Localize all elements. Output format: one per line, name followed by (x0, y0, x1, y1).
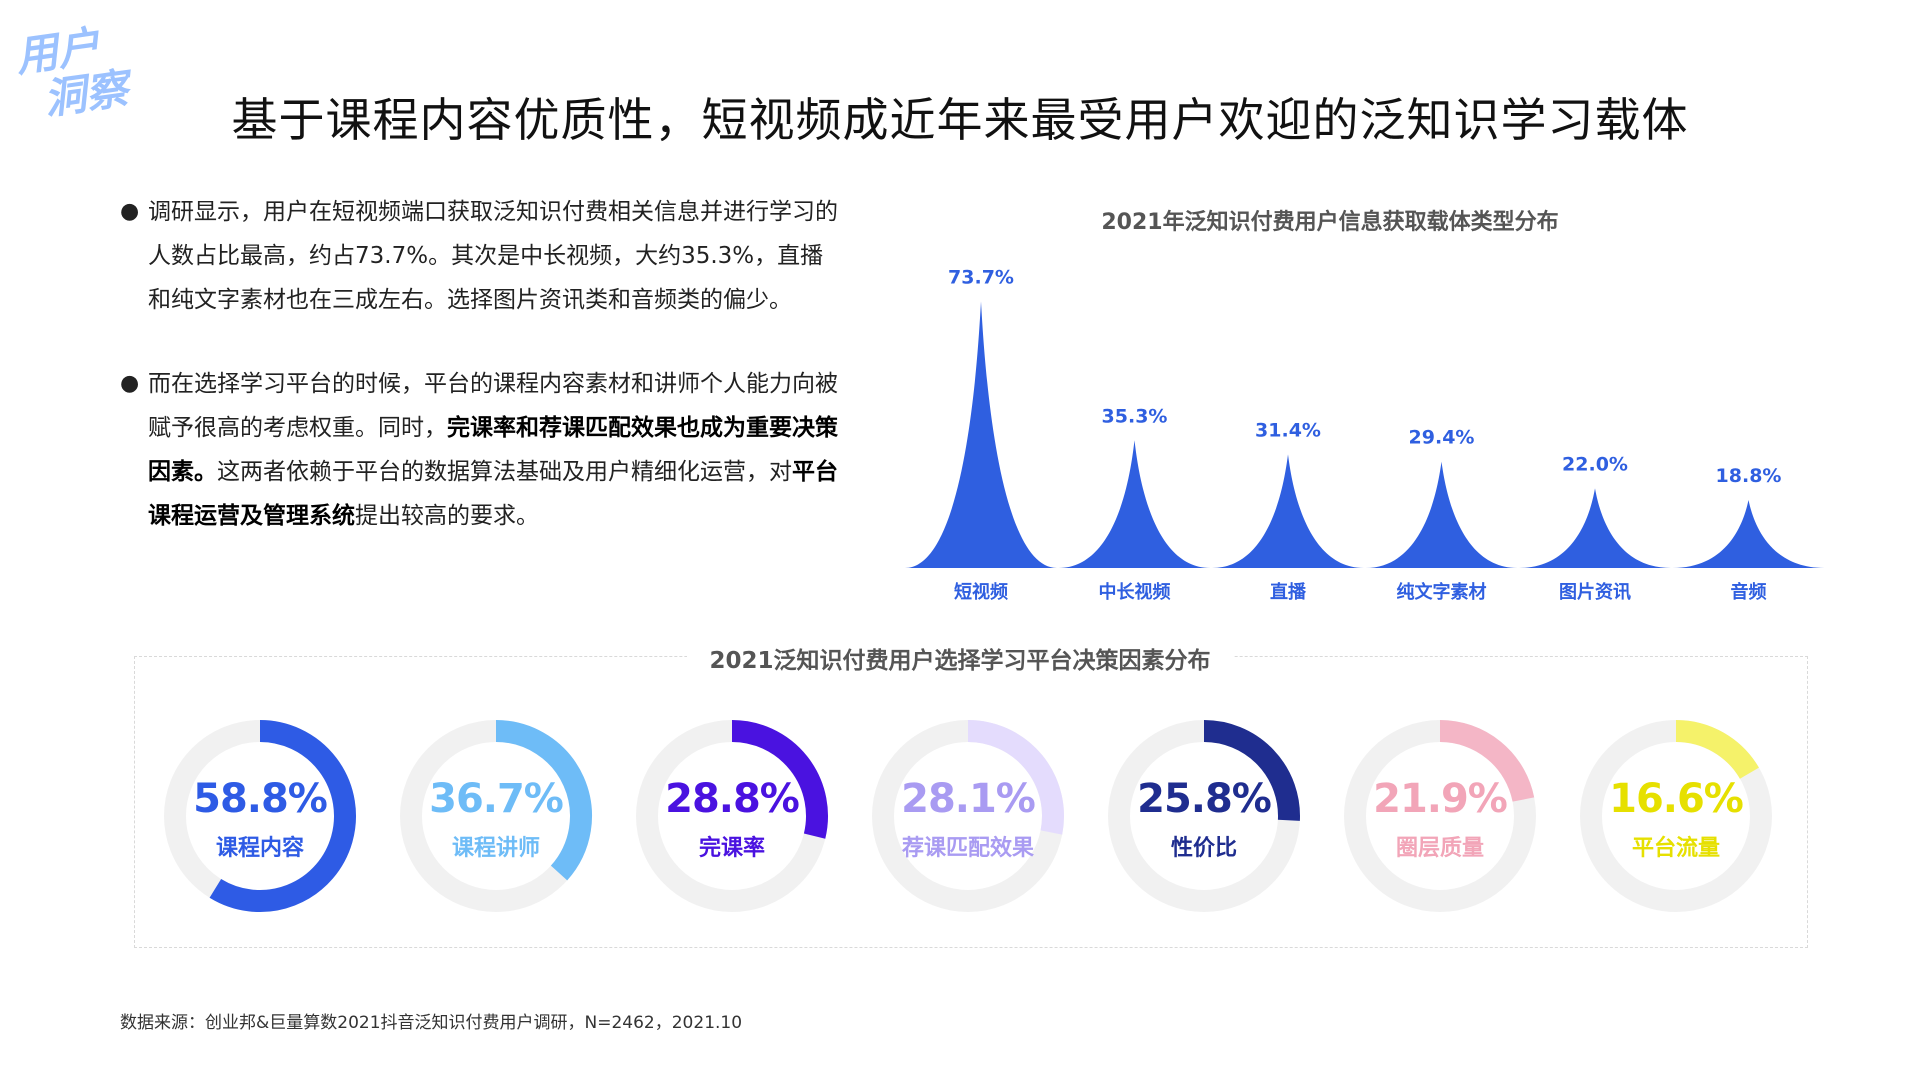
donut-item: 36.7% 课程讲师 (396, 716, 596, 916)
donut-arc (731, 720, 828, 839)
peak-category-label: 纯文字素材 (1397, 581, 1487, 603)
peak-category-label: 音频 (1731, 581, 1767, 603)
donut-item: 21.9% 圈层质量 (1340, 716, 1540, 916)
bullet-item: ● 而在选择学习平台的时候，平台的课程内容素材和讲师个人能力向被赋予很高的考虑权… (120, 362, 840, 538)
donut-ring (1108, 720, 1300, 912)
peak-mark-2 (1212, 454, 1364, 568)
donut-arc (495, 720, 592, 881)
donut-label: 平台流量 (1631, 836, 1720, 861)
bullet-dot-icon: ● (120, 371, 140, 396)
donut-ring (400, 720, 592, 912)
peak-mark-3 (1365, 461, 1518, 568)
peak-value-label: 73.7% (948, 266, 1014, 288)
donut-item: 16.6% 平台流量 (1576, 716, 1776, 916)
donut-arc (967, 720, 1064, 835)
donut-label: 圈层质量 (1395, 836, 1484, 861)
peak-mark-4 (1519, 488, 1671, 568)
peak-value-label: 22.0% (1562, 453, 1628, 475)
bullet-text-2-bold1: 完课率和荐课匹配效果也成为重要决策因素。 (148, 415, 838, 485)
peak-value-label: 31.4% (1255, 419, 1321, 441)
donut-arc (209, 720, 356, 912)
bullet-text-1: 调研显示，用户在短视频端口获取泛知识付费相关信息并进行学习的人数占比最高，约占7… (148, 199, 838, 313)
peak-value-label: 18.8% (1716, 465, 1782, 487)
bullet-item: ● 调研显示，用户在短视频端口获取泛知识付费相关信息并进行学习的人数占比最高，约… (120, 190, 840, 322)
donut-item: 25.8% 性价比 (1104, 716, 1304, 916)
bullet-text-2-part2: 这两者依赖于平台的数据算法基础及用户精细化运营，对 (217, 459, 792, 485)
decision-chart-title: 2021泛知识付费用户选择学习平台决策因素分布 (687, 648, 1233, 674)
decision-chart-title-wrap: 2021泛知识付费用户选择学习平台决策因素分布 (0, 641, 1920, 675)
donut-ring (1580, 720, 1772, 912)
peak-value-label: 35.3% (1102, 405, 1168, 427)
donut-label: 荐课匹配效果 (901, 836, 1034, 861)
decision-factor-donuts: 58.8% 课程内容 36.7% 课程讲师 28.8% 完课率 28.1% 荐课匹配效果 25.… (160, 716, 1780, 916)
donut-ring (636, 720, 828, 912)
peak-mark-1 (1058, 440, 1211, 568)
donut-arc (1439, 720, 1535, 803)
donut-arc (1675, 720, 1759, 780)
donut-label: 完课率 (698, 836, 765, 861)
donut-ring (164, 720, 356, 912)
peak-category-label: 图片资讯 (1559, 581, 1631, 603)
donut-label: 课程内容 (215, 836, 304, 861)
donut-value: 28.8% (665, 776, 800, 822)
donut-item: 28.8% 完课率 (632, 716, 832, 916)
donut-value: 28.1% (901, 776, 1036, 822)
carrier-chart-title: 2021年泛知识付费用户信息获取载体类型分布 (1101, 210, 1559, 235)
donut-label: 性价比 (1170, 836, 1237, 861)
peak-category-label: 直播 (1270, 581, 1307, 603)
bullet-dot-icon: ● (120, 199, 140, 224)
page-title: 基于课程内容优质性，短视频成近年来最受用户欢迎的泛知识学习载体 (231, 93, 1689, 147)
donut-arc (1203, 720, 1300, 821)
donut-value: 58.8% (193, 776, 328, 822)
peak-value-label: 29.4% (1409, 427, 1475, 449)
bullet-list: ● 调研显示，用户在短视频端口获取泛知识付费相关信息并进行学习的人数占比最高，约… (120, 190, 840, 578)
bullet-text-2: 而在选择学习平台的时候，平台的课程内容素材和讲师个人能力向被赋予很高的考虑权重。… (148, 362, 838, 538)
donut-ring (1344, 720, 1536, 912)
bullet-text-2-part3: 提出较高的要求。 (355, 503, 539, 529)
donut-label: 课程讲师 (451, 836, 540, 861)
data-source-note: 数据来源：创业邦&巨量算数2021抖音泛知识付费用户调研，N=2462，2021… (120, 1013, 743, 1033)
donut-ring (872, 720, 1064, 912)
peak-mark-0 (905, 301, 1057, 568)
donut-value: 16.6% (1609, 776, 1744, 822)
peak-category-label: 短视频 (954, 581, 1008, 603)
donut-item: 28.1% 荐课匹配效果 (868, 716, 1068, 916)
peak-mark-5 (1672, 499, 1825, 568)
donut-item: 58.8% 课程内容 (160, 716, 360, 916)
carrier-type-chart: 2021年泛知识付费用户信息获取载体类型分布 73.7% 短视频 35.3% 中长视频… (880, 190, 1840, 620)
bullet-text-2-bold2: 平台课程运营及管理系统 (148, 459, 838, 529)
donut-value: 36.7% (429, 776, 564, 822)
bullet-text-2-part1: 而在选择学习平台的时候，平台的课程内容素材和讲师个人能力向被赋予很高的考虑权重。… (148, 371, 838, 441)
carrier-chart-svg: 73.7% 短视频 35.3% 中长视频 31.4% 直播 29.4% 纯文字素材 22.0% 图… (905, 266, 1825, 603)
peak-category-label: 中长视频 (1099, 581, 1171, 603)
donut-value: 25.8% (1137, 776, 1272, 822)
donut-value: 21.9% (1373, 776, 1508, 822)
